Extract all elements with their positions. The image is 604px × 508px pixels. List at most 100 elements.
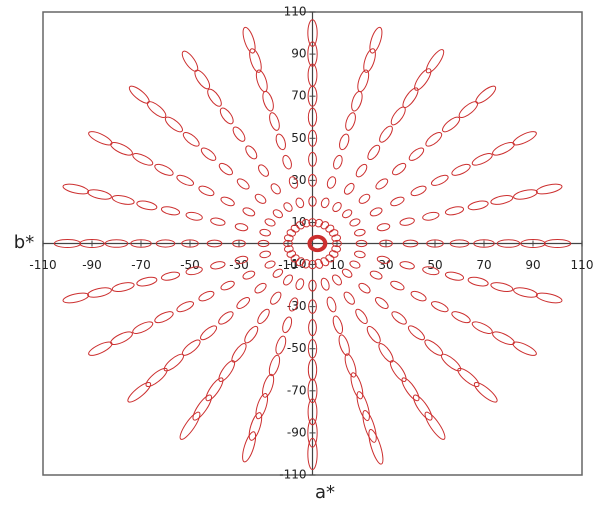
color-ellipse (376, 222, 390, 231)
color-ellipse (319, 257, 330, 267)
color-ellipse (240, 431, 258, 463)
color-ellipse (356, 69, 371, 93)
color-ellipse (177, 410, 203, 441)
color-ellipse (430, 300, 450, 314)
color-ellipse (192, 68, 212, 90)
y-tick-label: 110 (284, 5, 307, 19)
color-ellipse (309, 219, 316, 227)
color-ellipse (163, 115, 185, 134)
color-ellipse (131, 240, 152, 248)
y-tick-label: 30 (291, 173, 306, 187)
color-ellipse (253, 282, 268, 295)
color-ellipse (399, 376, 422, 402)
color-ellipse (160, 205, 180, 216)
color-ellipse (490, 194, 514, 206)
color-ellipse (409, 184, 428, 197)
x-tick-label: 50 (427, 258, 442, 272)
color-ellipse (365, 144, 382, 161)
color-ellipse (377, 125, 395, 144)
color-ellipse (289, 253, 300, 263)
color-ellipse (450, 309, 472, 324)
y-tick-label: 50 (291, 131, 306, 145)
color-ellipse (309, 152, 317, 166)
y-tick-label: 70 (291, 89, 306, 103)
color-ellipse (264, 259, 277, 269)
color-ellipse (125, 380, 153, 404)
color-ellipse (295, 257, 306, 267)
color-ellipse (360, 410, 379, 444)
y-tick-label: -110 (279, 468, 306, 482)
color-ellipse (210, 217, 226, 227)
color-ellipse (342, 182, 356, 196)
color-ellipse (399, 260, 415, 270)
color-ellipse (410, 393, 435, 422)
color-ellipse (343, 353, 358, 378)
color-ellipse (422, 410, 448, 441)
color-ellipse (389, 280, 406, 292)
color-ellipse (131, 320, 155, 336)
color-ellipse (62, 182, 90, 196)
color-ellipse (308, 130, 316, 146)
color-ellipse (373, 296, 390, 311)
y-axis-title: b* (14, 232, 34, 253)
color-ellipse (332, 155, 344, 170)
color-ellipse (470, 320, 494, 336)
color-ellipse (356, 240, 367, 246)
color-ellipse (331, 234, 341, 242)
color-ellipse (247, 412, 265, 442)
color-ellipse (450, 162, 472, 177)
color-ellipse (254, 69, 269, 93)
color-ellipse (181, 130, 202, 148)
color-ellipse (308, 399, 317, 425)
color-ellipse (207, 240, 222, 247)
color-ellipse (403, 240, 418, 247)
x-tick-label: 90 (525, 258, 540, 272)
color-ellipse (473, 84, 498, 106)
color-ellipse (153, 309, 175, 324)
color-ellipse (160, 271, 180, 282)
color-ellipse (295, 197, 305, 208)
center-ellipse (308, 236, 327, 252)
x-tick-label: 10 (329, 258, 344, 272)
color-ellipse (259, 250, 271, 258)
color-ellipse (281, 316, 293, 333)
color-ellipse (111, 194, 135, 206)
center-ellipse (310, 237, 325, 250)
color-ellipse (308, 438, 317, 469)
color-ellipse (284, 234, 294, 242)
color-ellipse (86, 286, 112, 299)
color-ellipse (131, 151, 155, 167)
color-ellipse (423, 48, 446, 75)
color-ellipse (354, 163, 369, 178)
color-ellipse (198, 324, 219, 342)
color-ellipse (342, 291, 357, 306)
color-ellipse (450, 240, 469, 247)
color-ellipse (354, 250, 366, 258)
color-ellipse (341, 268, 354, 279)
y-tick-label: 90 (291, 47, 306, 61)
color-ellipse (361, 48, 377, 74)
color-ellipse (455, 366, 482, 389)
color-ellipse (308, 20, 317, 47)
color-ellipse (143, 366, 170, 389)
color-ellipse (271, 208, 284, 219)
color-ellipse (512, 286, 538, 299)
color-ellipse (87, 129, 115, 147)
color-ellipse (268, 112, 281, 131)
color-ellipse (422, 211, 440, 222)
color-ellipse (255, 308, 271, 325)
color-ellipse (365, 325, 383, 345)
color-ellipse (440, 115, 462, 134)
color-ellipse (521, 240, 546, 248)
color-ellipse (389, 105, 408, 126)
color-ellipse (467, 199, 489, 211)
color-ellipse (235, 177, 251, 191)
color-ellipse (390, 162, 408, 177)
color-ellipse (274, 335, 288, 355)
color-ellipse (399, 217, 415, 227)
color-ellipse (175, 173, 195, 187)
color-ellipse (243, 144, 259, 160)
color-ellipse (309, 174, 317, 186)
color-ellipse (544, 240, 570, 248)
